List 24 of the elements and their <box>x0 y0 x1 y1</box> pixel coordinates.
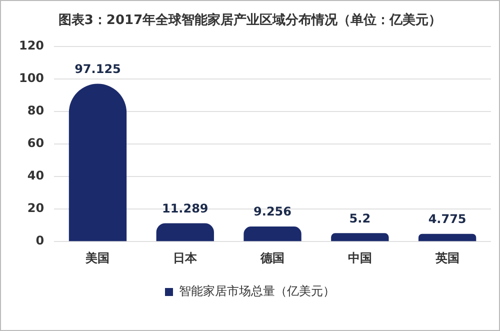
x-tick-label: 英国 <box>434 250 460 265</box>
legend-label: 智能家居市场总量（亿美元） <box>179 284 335 298</box>
data-label: 4.775 <box>428 212 466 226</box>
y-tick-label: 0 <box>36 234 44 248</box>
bar <box>244 226 302 242</box>
y-tick-label: 120 <box>18 38 44 53</box>
y-tick-label: 20 <box>27 201 44 216</box>
y-tick-label: 80 <box>27 104 44 118</box>
bar <box>156 223 214 242</box>
chart-title: 图表3：2017年全球智能家居产业区域分布情况（单位：亿美元） <box>58 12 442 28</box>
x-tick-label: 中国 <box>348 250 372 265</box>
data-label: 11.289 <box>162 201 208 216</box>
bar <box>331 233 389 242</box>
y-tick-label: 60 <box>27 136 44 150</box>
y-tick-label: 40 <box>27 168 44 183</box>
y-tick-label: 100 <box>18 71 44 86</box>
data-label: 5.2 <box>349 211 371 226</box>
bar <box>418 234 476 242</box>
x-tick-label: 美国 <box>84 250 110 265</box>
bar <box>68 84 127 242</box>
x-tick-label: 德国 <box>260 250 285 265</box>
x-tick-label: 日本 <box>173 250 198 265</box>
data-label: 9.256 <box>254 204 292 219</box>
data-label: 97.125 <box>74 62 121 76</box>
